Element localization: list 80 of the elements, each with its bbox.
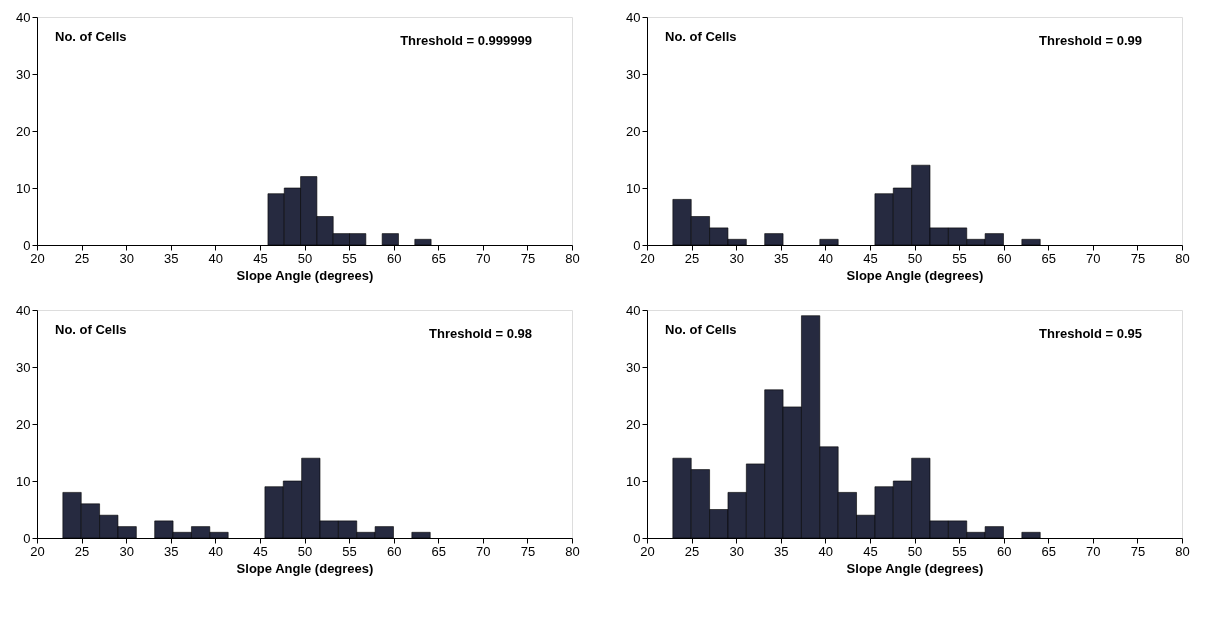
y-tick-label: 0 bbox=[23, 237, 31, 253]
x-tick-label: 80 bbox=[565, 250, 580, 266]
y-tick-label: 30 bbox=[16, 359, 31, 375]
x-tick-label: 45 bbox=[863, 250, 878, 266]
y-axis-title: No. of Cells bbox=[55, 29, 127, 44]
x-tick-label: 70 bbox=[1086, 543, 1101, 559]
y-tick-label: 30 bbox=[626, 66, 641, 82]
x-tick-label: 40 bbox=[208, 250, 224, 266]
y-tick-label: 20 bbox=[16, 123, 31, 139]
x-tick-label: 30 bbox=[119, 543, 134, 559]
x-axis-title: Slope Angle (degrees) bbox=[236, 560, 374, 576]
y-tick-label: 20 bbox=[626, 123, 641, 139]
y-tick-label: 20 bbox=[16, 416, 31, 432]
annotation: Threshold = 0.99 bbox=[1039, 33, 1142, 48]
y-tick-label: 10 bbox=[16, 473, 31, 489]
x-tick-label: 25 bbox=[684, 543, 700, 559]
x-tick-label: 40 bbox=[208, 543, 224, 559]
x-tick-label: 75 bbox=[1130, 250, 1146, 266]
x-tick-label: 25 bbox=[74, 250, 90, 266]
x-tick-label: 25 bbox=[684, 250, 700, 266]
x-tick-label: 70 bbox=[476, 250, 491, 266]
y-tick-label: 40 bbox=[626, 302, 641, 318]
x-tick-label: 70 bbox=[1086, 250, 1101, 266]
annotation: Threshold = 0.98 bbox=[429, 326, 532, 341]
x-tick-label: 75 bbox=[520, 250, 536, 266]
y-axis-title: No. of Cells bbox=[55, 322, 127, 337]
annotation: Threshold = 0.999999 bbox=[400, 33, 532, 48]
x-tick-label: 60 bbox=[996, 543, 1012, 559]
y-tick-label: 40 bbox=[16, 9, 31, 25]
x-tick-label: 30 bbox=[729, 543, 744, 559]
x-tick-label: 50 bbox=[907, 543, 923, 559]
x-tick-label: 55 bbox=[342, 543, 357, 559]
y-tick-label: 0 bbox=[633, 530, 641, 546]
y-tick-label: 0 bbox=[23, 530, 31, 546]
x-tick-label: 65 bbox=[431, 250, 446, 266]
x-tick-label: 55 bbox=[952, 543, 967, 559]
x-tick-label: 35 bbox=[164, 250, 179, 266]
x-tick-label: 35 bbox=[774, 250, 789, 266]
y-tick-label: 20 bbox=[626, 416, 641, 432]
y-axis-title: No. of Cells bbox=[665, 322, 737, 337]
x-tick-label: 75 bbox=[520, 543, 536, 559]
x-tick-label: 45 bbox=[863, 543, 878, 559]
x-tick-label: 60 bbox=[386, 250, 402, 266]
x-tick-label: 35 bbox=[774, 543, 789, 559]
x-axis-title: Slope Angle (degrees) bbox=[846, 560, 984, 576]
x-tick-label: 50 bbox=[907, 250, 923, 266]
x-tick-label: 75 bbox=[1130, 543, 1146, 559]
y-tick-label: 10 bbox=[626, 180, 641, 196]
x-tick-label: 40 bbox=[818, 543, 834, 559]
x-tick-label: 65 bbox=[1041, 250, 1056, 266]
x-tick-label: 70 bbox=[476, 543, 491, 559]
y-tick-label: 40 bbox=[626, 9, 641, 25]
x-tick-label: 65 bbox=[1041, 543, 1056, 559]
x-tick-label: 60 bbox=[386, 543, 402, 559]
x-tick-label: 55 bbox=[342, 250, 357, 266]
x-tick-label: 45 bbox=[253, 543, 268, 559]
annotation: Threshold = 0.95 bbox=[1039, 326, 1142, 341]
x-tick-label: 50 bbox=[297, 250, 313, 266]
x-tick-label: 80 bbox=[565, 543, 580, 559]
x-tick-label: 60 bbox=[996, 250, 1012, 266]
y-tick-label: 30 bbox=[626, 359, 641, 375]
x-tick-label: 45 bbox=[253, 250, 268, 266]
x-tick-label: 80 bbox=[1175, 250, 1190, 266]
x-tick-label: 35 bbox=[164, 543, 179, 559]
x-tick-label: 50 bbox=[297, 543, 313, 559]
x-tick-label: 40 bbox=[818, 250, 834, 266]
y-tick-label: 10 bbox=[626, 473, 641, 489]
x-tick-label: 65 bbox=[431, 543, 446, 559]
x-tick-label: 80 bbox=[1175, 543, 1190, 559]
x-axis-title: Slope Angle (degrees) bbox=[236, 267, 374, 283]
x-axis-title: Slope Angle (degrees) bbox=[846, 267, 984, 283]
x-tick-label: 30 bbox=[119, 250, 134, 266]
x-tick-label: 30 bbox=[729, 250, 744, 266]
y-axis-title: No. of Cells bbox=[665, 29, 737, 44]
y-tick-label: 30 bbox=[16, 66, 31, 82]
y-tick-label: 40 bbox=[16, 302, 31, 318]
y-tick-label: 10 bbox=[16, 180, 31, 196]
x-tick-label: 55 bbox=[952, 250, 967, 266]
x-tick-label: 25 bbox=[74, 543, 90, 559]
y-tick-label: 0 bbox=[633, 237, 641, 253]
